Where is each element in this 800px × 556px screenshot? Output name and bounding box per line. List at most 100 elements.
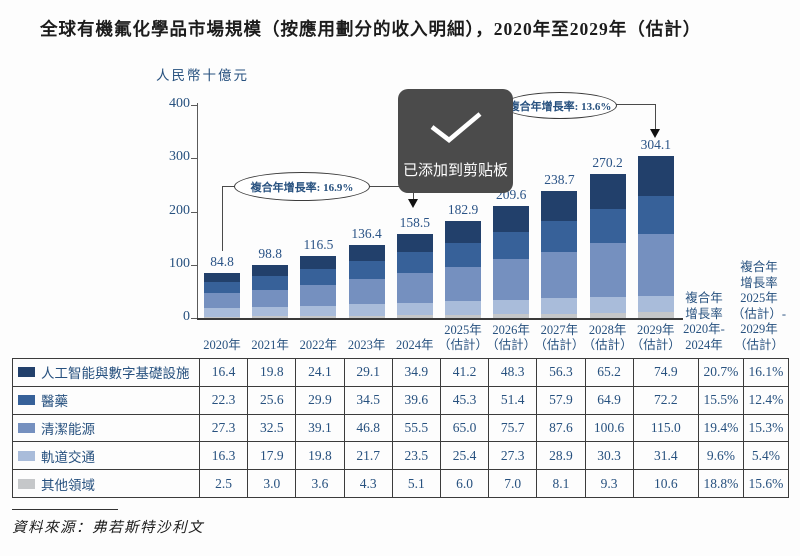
series-label: 清潔能源 — [41, 421, 95, 437]
bar-segment — [204, 307, 240, 317]
x-axis-label: 2021年 — [244, 323, 296, 353]
x-axis-label: 2024年 — [389, 323, 441, 353]
bar-segment — [348, 304, 385, 316]
table-cell: 15.5% — [699, 386, 744, 414]
table-cell: 65.2 — [586, 359, 634, 386]
table-cell: 100.6 — [586, 414, 634, 442]
table-cell: 55.5 — [393, 414, 441, 442]
bar-segment — [300, 255, 337, 269]
bar-segment — [589, 296, 626, 314]
x-axis-label-line: 2026年 — [492, 323, 530, 337]
table-cell: 22.3 — [200, 386, 249, 414]
annotation-bracket-line — [222, 186, 235, 188]
bar-segment — [348, 315, 385, 318]
bar-segment — [204, 316, 240, 318]
down-arrow-icon — [408, 199, 418, 208]
x-axis-label-line: 2028年 — [588, 323, 627, 337]
table-cell: 其他領域 — [13, 470, 200, 497]
x-axis-label: 2027年 （估計） — [533, 323, 585, 353]
table-cell: 19.8 — [248, 359, 297, 386]
x-axis-label-line — [196, 323, 248, 338]
bar-segment — [541, 313, 578, 318]
x-axis-label-line: 2023年 — [347, 338, 386, 352]
bar-segment — [252, 316, 289, 318]
table-cell: 15.6% — [748, 475, 784, 491]
toast-message: 已添加到剪贴板 — [402, 162, 508, 179]
table-cell: 清潔能源 — [13, 414, 200, 442]
x-axis-label: 2025年 （估計） — [437, 323, 489, 353]
cagr-annotation-right: 複合年增長率: 13.6% — [503, 92, 617, 119]
table-cell: 75.7 — [489, 414, 538, 442]
table-cell: 3.0 — [248, 470, 297, 497]
bar-segment — [589, 174, 626, 209]
bar-segment — [396, 302, 433, 316]
table-row: 人工智能與數字基礎設施 16.4 19.8 24.1 29.1 34.9 41.2 48.3 5… — [13, 359, 788, 387]
bar-segment — [541, 190, 578, 221]
x-axis-label: 2020年 — [196, 323, 248, 353]
source-note: 資料來源：弗若斯特沙利文 — [12, 520, 204, 536]
table-cell: 25.6 — [248, 386, 297, 414]
bar-segment — [637, 295, 674, 313]
table-cell: 5.4% — [751, 447, 780, 463]
y-axis-tick — [191, 105, 197, 106]
x-axis-label-line — [341, 323, 393, 338]
x-axis-label-line: 2022年 — [299, 338, 338, 352]
x-axis-label-line — [389, 323, 441, 338]
y-axis-tick — [191, 264, 197, 266]
legend-swatch — [18, 422, 35, 433]
clipboard-toast: 已添加到剪贴板 — [398, 89, 513, 193]
table-cell: 72.2 — [634, 386, 699, 414]
y-axis-tick-label: 200 — [169, 202, 190, 218]
x-axis-label-line: 2025年 — [444, 323, 482, 337]
table-cell: 30.3 — [586, 442, 634, 470]
table-cell: 4.3 — [345, 470, 393, 497]
table-cell: 87.6 — [537, 414, 586, 442]
x-axis-label: 2028年 （估計） — [582, 323, 634, 353]
bar-segment — [637, 195, 674, 235]
bar-segment — [493, 314, 530, 318]
bar-segment — [589, 208, 626, 244]
bar-segment — [348, 260, 385, 280]
table-cell: 64.9 — [586, 386, 634, 414]
bar-segment — [541, 220, 578, 252]
table-row: 其他領域 2.5 3.0 3.6 4.3 5.1 6.0 7.0 8.1 9.3 10.6 18.8%… — [13, 470, 788, 497]
bar-segment — [252, 306, 289, 317]
table-cell: 20.7% — [699, 359, 744, 386]
bar-segment — [493, 299, 530, 315]
table-row: 醫藥 22.3 25.6 29.9 34.5 39.6 45.3 51.4 57.9 64.9 72… — [13, 386, 788, 415]
bar-segment — [300, 305, 337, 317]
bar-segment — [637, 312, 674, 318]
y-axis-tick — [191, 318, 197, 319]
y-axis-tick — [191, 158, 197, 160]
bar-segment — [396, 233, 433, 253]
table-cell: 軌道交通 — [13, 442, 200, 470]
down-arrow-icon — [650, 129, 660, 138]
cagr-header-line: 2020年- — [683, 322, 725, 336]
y-axis-tick-label: 100 — [169, 255, 190, 271]
annotation-connector-line — [367, 186, 414, 188]
bar-segment — [541, 251, 578, 299]
bar-segment — [348, 279, 385, 305]
table-cell: 16.3 — [200, 442, 249, 470]
series-label: 人工智能與數字基礎設施 — [41, 366, 190, 382]
table-cell: 16.4 — [200, 359, 249, 386]
series-label: 醫藥 — [41, 394, 68, 410]
cagr-header-line: 增長率 — [685, 306, 723, 321]
table-cell: 32.5 — [248, 414, 297, 442]
bar-segment — [637, 156, 674, 196]
bar-segment — [541, 298, 578, 314]
cagr-column-header-2020-2024: 複合年 增長率 2020年- 2024年 — [672, 291, 736, 353]
table-cell: 25.4 — [441, 442, 490, 470]
table-cell: 10.6 — [634, 470, 699, 497]
x-axis-label: 2022年 — [292, 323, 344, 353]
table-cell: 29.9 — [296, 386, 345, 414]
table-cell: 15.3% — [748, 419, 784, 435]
y-axis-line — [197, 103, 198, 318]
table-cell: 115.0 — [634, 414, 699, 442]
legend-swatch — [18, 450, 35, 461]
table-cell: 19.8 — [296, 442, 345, 470]
bar-segment — [204, 281, 240, 294]
cagr-column-header-2025-2029: 複合年 增長率 2025年 （估計）- 2029年 （估計） — [727, 260, 791, 353]
table-cell: 人工智能與數字基礎設施 — [13, 359, 200, 386]
annotation-connector-line — [614, 104, 656, 106]
